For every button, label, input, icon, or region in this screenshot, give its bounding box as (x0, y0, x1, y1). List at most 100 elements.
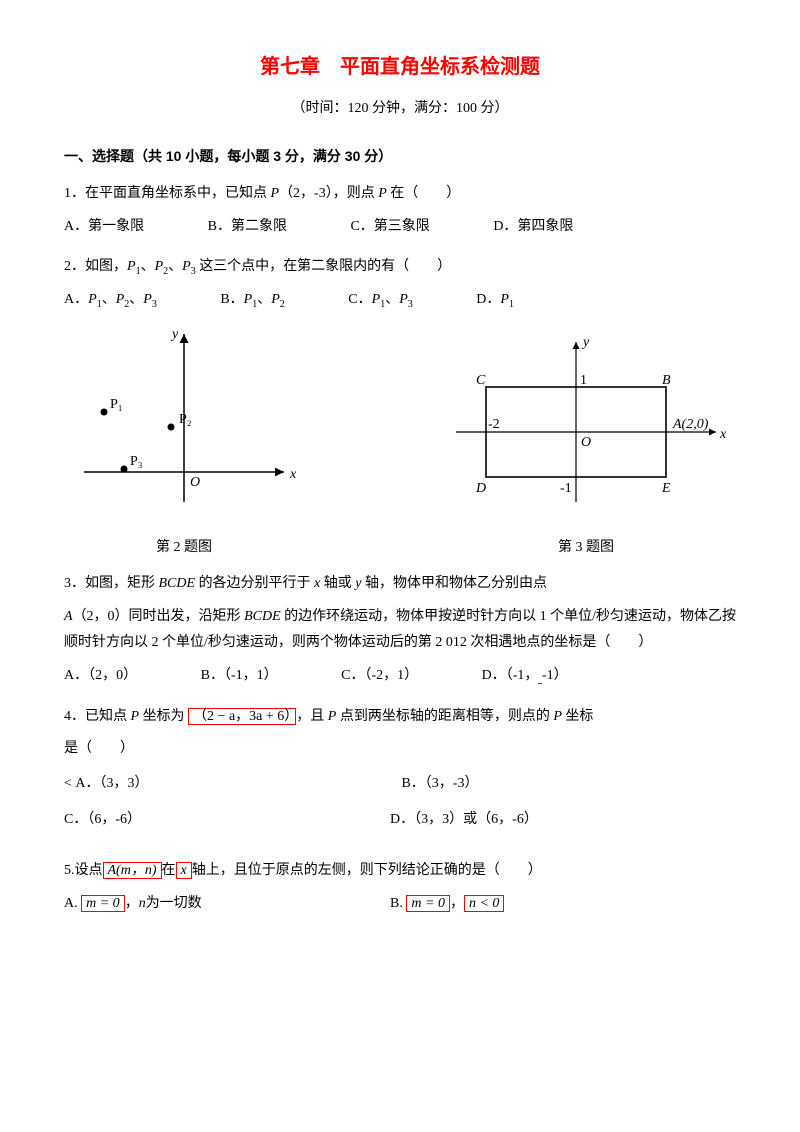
q1-P-2: P (378, 186, 387, 201)
q5-a-mid: ， (125, 896, 139, 911)
q1-post: ，则点 (333, 186, 379, 201)
q4-pre: 4．已知点 (64, 709, 131, 724)
q2-a-p2: P (116, 292, 125, 307)
q2-d-s1: 1 (509, 299, 514, 310)
fig3-tick-1: 1 (580, 373, 587, 388)
q5-pre: 5.设点 (64, 863, 103, 878)
question-2: 2．如图，P1、P2、P3 这三个点中，在第二象限内的有（ ） (64, 254, 736, 281)
q2-c-sep: 、 (385, 292, 399, 307)
fig3-c-label: C (476, 373, 486, 388)
figure-2: x y O P₁ P₂ P₃ 第 2 题图 (64, 322, 304, 561)
q2-c-pre: C． (348, 292, 371, 307)
q4-opt-a: A．（3，3） (75, 771, 398, 798)
q3-l2-coords: （2，0）同时出发，沿矩形 (73, 609, 245, 624)
figures-row: x y O P₁ P₂ P₃ 第 2 题图 x y O (64, 322, 736, 561)
fig2-y-label: y (170, 327, 179, 342)
q5-b-box1: m = 0 (406, 895, 450, 912)
fig3-d-label: D (475, 481, 486, 496)
q4-mid1: 坐标为 (139, 709, 185, 724)
q4-options: < A．（3，3） B．（3，-3） C．（6，-6） D．（3，3）或（6，-… (64, 771, 736, 844)
q2-b-s2: 2 (280, 299, 285, 310)
q2-a-pre: A． (64, 292, 88, 307)
fig2-p1-label: P₁ (110, 397, 123, 412)
section-1-heading: 一、选择题（共 10 小题，每小题 3 分，满分 30 分） (64, 143, 736, 170)
q3-opt-a: A．（2，0） (64, 663, 137, 690)
q3-options: A．（2，0） B．（-1，1） C．（-2，1） D．（-1， -1） (64, 663, 736, 690)
q2-a-p3: P (143, 292, 152, 307)
page-subtitle: （时间：120 分钟，满分：100 分） (64, 96, 736, 123)
fig3-a-label: A(2,0) (672, 417, 709, 432)
q2-c-s3: 3 (408, 299, 413, 310)
q2-d-pre: D． (476, 292, 500, 307)
fig2-x-label: x (289, 467, 297, 482)
q3-d-pre: D．（-1， (482, 668, 539, 683)
q5-a-post: 为一切数 (146, 896, 202, 911)
q1-opt-d: D．第四象限 (493, 214, 573, 241)
q4-opt-b: B．（3，-3） (401, 771, 724, 798)
q3-d-post: -1） (542, 668, 568, 683)
q1-options: A．第一象限 B．第二象限 C．第三象限 D．第四象限 (64, 214, 736, 241)
q3-opt-b: B．（-1，1） (201, 663, 278, 690)
q2-a-p1: P (88, 292, 97, 307)
page-title: 第七章 平面直角坐标系检测题 (64, 48, 736, 86)
q2-b-p2: P (271, 292, 280, 307)
q5-mid2: 轴上，且位于原点的左侧，则下列结论正确的是（ ） (192, 863, 542, 878)
q3-A: A (64, 609, 73, 624)
q5-opt-a: A. m = 0，n为一切数 (64, 891, 387, 918)
fig2-p2-label: P₂ (179, 412, 192, 427)
fig3-y-label: y (581, 335, 590, 350)
q3-opt-c: C．（-2，1） (341, 663, 418, 690)
q4-P-1: P (131, 709, 140, 724)
q2-options: A．P1、P2、P3 B．P1、P2 C．P1、P3 D．P1 (64, 287, 736, 314)
q1-opt-c: C．第三象限 (350, 214, 429, 241)
figure-3: x y O C B D E A(2,0) 1 -1 -2 第 3 题图 (436, 322, 736, 561)
fig2-caption: 第 2 题图 (64, 535, 304, 562)
fig2-o-label: O (190, 475, 200, 490)
q3-bcde-1: BCDE (159, 576, 196, 591)
q2-a-sep1: 、 (102, 292, 116, 307)
q5-a-box: m = 0 (81, 895, 125, 912)
q5-box-point: A(m，n) (103, 862, 162, 879)
q5-mid1: 在 (162, 863, 176, 878)
q4-opt-d: D．（3，3）或（6，-6） (390, 807, 713, 834)
q5-b-pre: B. (390, 896, 403, 911)
q5-b-mid: ， (450, 896, 464, 911)
q2-c-p1: P (372, 292, 381, 307)
q1-P-1: P (271, 186, 280, 201)
q1-stem-pre: 1．在平面直角坐标系中，已知点 (64, 186, 271, 201)
fig2-point-p2 (168, 423, 175, 430)
question-1: 1．在平面直角坐标系中，已知点 P（2，-3），则点 P 在（ ） (64, 181, 736, 208)
q2-b-sep: 、 (257, 292, 271, 307)
q5-a-n: n (139, 896, 146, 911)
q5-b-box2: n < 0 (464, 895, 504, 912)
q5-options: A. m = 0，n为一切数 B. m = 0，n < 0 (64, 891, 736, 928)
q3-opt-d: D．（-1， -1） (482, 663, 568, 690)
q2-opt-a: A．P1、P2、P3 (64, 287, 157, 314)
question-3-line2: A（2，0）同时出发，沿矩形 BCDE 的边作环绕运动，物体甲按逆时针方向以 1… (64, 604, 736, 657)
question-4: 4．已知点 P 坐标为 （2 − a，3a + 6），且 P 点到两坐标轴的距离… (64, 704, 736, 731)
q5-a-pre: A. (64, 896, 78, 911)
q2-sep2: 、 (168, 259, 182, 274)
q2-P2: P (155, 259, 164, 274)
q2-pre: 2．如图， (64, 259, 127, 274)
q3-bcde-2: BCDE (244, 609, 281, 624)
fig3-caption: 第 3 题图 (436, 535, 736, 562)
fig2-p3-label: P₃ (130, 454, 143, 469)
fig2-point-p1 (101, 408, 108, 415)
q1-opt-a: A．第一象限 (64, 214, 144, 241)
fig3-x-label: x (719, 427, 727, 442)
fig3-e-label: E (661, 481, 671, 496)
q3-l1-pre: 3．如图，矩形 (64, 576, 159, 591)
q2-opt-b: B．P1、P2 (220, 287, 284, 314)
q4-post: 坐标 (562, 709, 594, 724)
q2-a-sep2: 、 (129, 292, 143, 307)
q2-a-s3: 3 (152, 299, 157, 310)
fig2-point-p3 (121, 465, 128, 472)
question-3-line1: 3．如图，矩形 BCDE 的各边分别平行于 x 轴或 y 轴，物体甲和物体乙分别… (64, 571, 736, 598)
question-5: 5.设点A(m，n)在x轴上，且位于原点的左侧，则下列结论正确的是（ ） (64, 858, 736, 885)
fig3-tick-m1: -1 (560, 481, 572, 496)
q2-opt-d: D．P1 (476, 287, 514, 314)
q2-sep1: 、 (141, 259, 155, 274)
q2-P3: P (182, 259, 191, 274)
q2-d-p1: P (500, 292, 509, 307)
